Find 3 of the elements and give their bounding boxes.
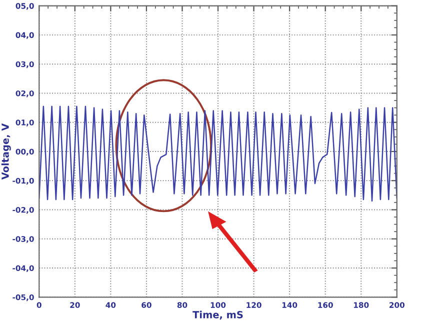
line-series	[39, 106, 397, 202]
x-axis-title: Time, mS	[192, 310, 243, 320]
y-axis-title: Voltage, V	[1, 123, 11, 180]
